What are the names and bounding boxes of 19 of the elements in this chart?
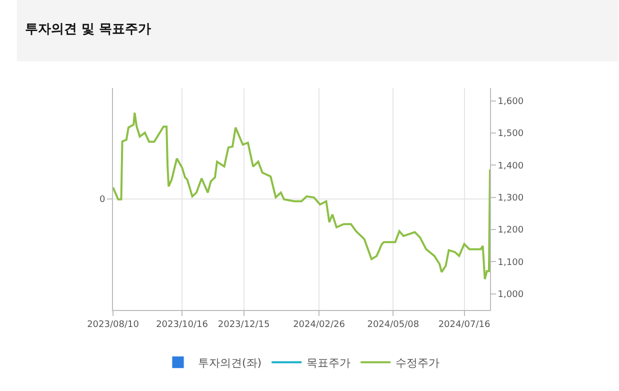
legend-label: 수정주가 bbox=[396, 356, 440, 370]
legend-label: 목표주가 bbox=[306, 356, 351, 370]
y2-tick-label: 1,100 bbox=[498, 258, 524, 268]
x-tick-label: 2024/02/26 bbox=[293, 320, 346, 330]
text: 0 bbox=[99, 195, 106, 206]
x-tick-label: 2024/05/08 bbox=[367, 320, 420, 330]
x-tick-label: 2024/07/16 bbox=[438, 320, 490, 330]
y2-tick-label: 1,400 bbox=[498, 161, 524, 172]
legend-label: 투자의견(좌) bbox=[198, 356, 262, 370]
y2-tick-label: 1,600 bbox=[498, 97, 524, 108]
y2-tick-label: 1,000 bbox=[498, 290, 524, 300]
x-tick-label: 2023/10/16 bbox=[156, 320, 208, 330]
line-series bbox=[113, 112, 490, 280]
chart-title: 투자의견 및 목표주가 bbox=[24, 22, 151, 38]
y2-tick-label: 1,500 bbox=[498, 129, 524, 140]
y2-tick-label: 1,300 bbox=[498, 194, 524, 204]
y2-tick-label: 1,200 bbox=[498, 226, 524, 236]
x-tick-label: 2023/12/15 bbox=[218, 320, 270, 330]
x-tick-label: 2023/08/10 bbox=[87, 320, 140, 330]
